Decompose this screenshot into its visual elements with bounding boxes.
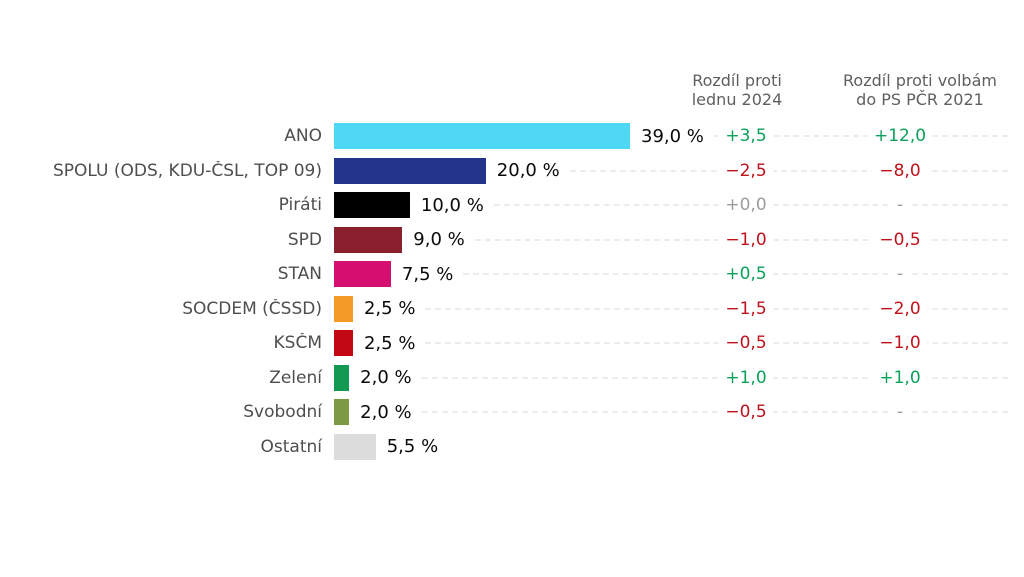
diff-value-col1: +0,5	[718, 264, 774, 285]
column-header-line: Rozdíl proti	[692, 71, 782, 90]
chart-row: Ostatní 5,5 %	[0, 430, 1008, 465]
poll-value-label: 5,5 %	[386, 436, 439, 458]
party-label: SOCDEM (ČSSD)	[182, 298, 322, 319]
poll-value-label: 20,0 %	[496, 160, 560, 182]
chart-row: KSČM 2,5 % −0,5 −1,0	[0, 326, 1008, 361]
poll-bar	[334, 399, 350, 426]
chart-row: ANO 39,0 % +3,5 +12,0	[0, 119, 1008, 154]
chart-row: SOCDEM (ČSSD) 2,5 % −1,5 −2,0	[0, 292, 1008, 327]
poll-value-label: 9,0 %	[413, 229, 465, 251]
chart-row: STAN 7,5 % +0,5 -	[0, 257, 1008, 292]
leader-line	[425, 342, 1008, 345]
leader-line	[713, 135, 1008, 138]
poll-bar	[334, 295, 353, 322]
chart-row: Zelení 2,0 % +1,0 +1,0	[0, 361, 1008, 396]
party-label: Ostatní	[260, 436, 322, 457]
poll-value-label: 2,5 %	[363, 298, 416, 320]
diff-value-col2: +1,0	[872, 367, 928, 388]
party-label: Svobodní	[243, 402, 322, 423]
poll-value-label: 2,0 %	[360, 401, 412, 423]
chart-row: SPOLU (ODS, KDU-ČSL, TOP 09) 20,0 % −2,5 −8…	[0, 154, 1008, 189]
leader-line	[569, 169, 1008, 172]
column-header-line: Rozdíl proti volbám	[843, 71, 997, 90]
poll-value-label: 39,0 %	[641, 125, 704, 147]
poll-bar	[334, 123, 630, 150]
diff-value-col1: −2,5	[718, 160, 774, 181]
diff-value-col2: −8,0	[872, 160, 928, 181]
diff-value-col1: −1,5	[718, 298, 774, 319]
chart-rows: ANO 39,0 % +3,5 +12,0 SPOLU (ODS, KDU-ČSL, T…	[0, 119, 1008, 464]
poll-bar	[334, 261, 391, 288]
party-label: SPD	[287, 229, 322, 250]
poll-bar	[334, 157, 486, 184]
chart-row: Piráti 10,0 % +0,0 -	[0, 188, 1008, 223]
poll-value-label: 10,0 %	[420, 194, 484, 216]
diff-value-col2: −2,0	[872, 298, 928, 319]
chart-row: SPD 9,0 % −1,0 −0,5	[0, 223, 1008, 258]
column-header-line: lednu 2024	[691, 90, 783, 109]
party-label: Piráti	[278, 195, 322, 216]
leader-line	[421, 376, 1008, 379]
party-label: KSČM	[273, 333, 322, 354]
poll-bar	[334, 192, 410, 219]
poll-bar	[334, 364, 350, 391]
diff-value-col2: −0,5	[872, 229, 928, 250]
poll-value-label: 2,0 %	[360, 367, 412, 389]
diff-value-col1: −0,5	[718, 402, 774, 423]
diff-value-col1: +0,0	[718, 195, 774, 216]
poll-value-label: 2,5 %	[363, 332, 416, 354]
party-label: SPOLU (ODS, KDU-ČSL, TOP 09)	[52, 160, 322, 181]
poll-bar	[334, 330, 353, 357]
diff-value-col2: -	[889, 264, 911, 285]
party-label: STAN	[277, 264, 322, 285]
column-header-line: do PS PČR 2021	[856, 90, 984, 109]
diff-value-col2: +12,0	[866, 126, 934, 147]
diff-value-col2: −1,0	[872, 333, 928, 354]
leader-line	[425, 307, 1008, 310]
poll-value-label: 7,5 %	[401, 263, 454, 285]
leader-line	[421, 411, 1008, 414]
diff-value-col2: -	[889, 195, 911, 216]
diff-value-col1: −0,5	[718, 333, 774, 354]
party-label: Zelení	[269, 367, 322, 388]
diff-value-col1: +1,0	[718, 367, 774, 388]
chart-row: Svobodní 2,0 % −0,5 -	[0, 395, 1008, 430]
diff-value-col1: +3,5	[718, 126, 774, 147]
party-label: ANO	[284, 126, 322, 147]
column-header-diff-january-2024: Rozdíl proti lednu 2024	[637, 71, 837, 109]
diff-value-col2: -	[889, 402, 911, 423]
column-header-diff-election-2021: Rozdíl proti volbám do PS PČR 2021	[808, 71, 1024, 109]
diff-value-col1: −1,0	[718, 229, 774, 250]
poll-bar	[334, 433, 376, 460]
poll-bar	[334, 226, 403, 253]
